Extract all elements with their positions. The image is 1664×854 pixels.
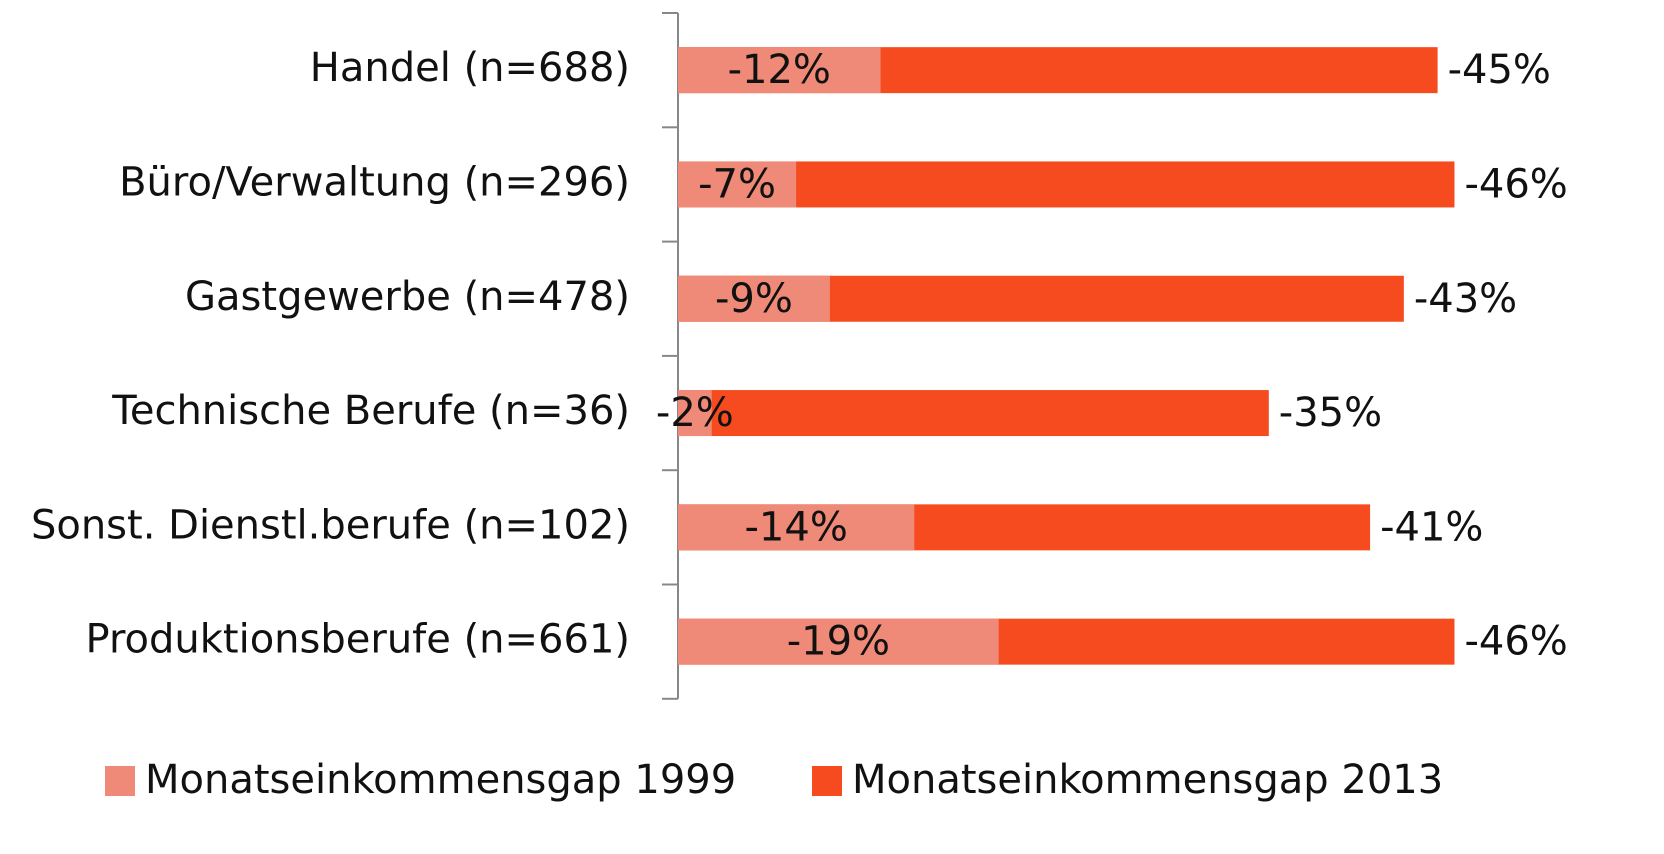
legend-swatch — [105, 766, 135, 796]
legend-label: Monatseinkommensgap 1999 — [145, 757, 736, 803]
category-label: Technische Berufe (n=36) — [111, 388, 630, 434]
bar — [678, 47, 881, 94]
data-label: -43% — [1414, 276, 1517, 322]
category-label: Handel (n=688) — [310, 45, 630, 91]
data-label: -7% — [698, 161, 776, 207]
data-label: -14% — [744, 504, 847, 550]
category-label: Produktionsberufe (n=661) — [86, 617, 630, 663]
data-label: -46% — [1464, 619, 1567, 665]
data-label: -2% — [656, 390, 734, 436]
category-label: Büro/Verwaltung (n=296) — [119, 159, 630, 205]
bar — [678, 390, 712, 437]
bar — [678, 161, 1455, 208]
category-label: Sonst. Dienstl.berufe (n=102) — [31, 502, 630, 548]
data-label: -35% — [1279, 390, 1382, 436]
legend-swatch — [812, 766, 842, 796]
data-label: -12% — [728, 47, 831, 93]
data-label: -41% — [1380, 504, 1483, 550]
data-label: -45% — [1448, 47, 1551, 93]
bar — [678, 161, 797, 208]
bar — [678, 504, 915, 551]
legend-label: Monatseinkommensgap 2013 — [852, 757, 1443, 803]
bar — [678, 618, 999, 665]
category-label: Gastgewerbe (n=478) — [185, 274, 630, 320]
data-label: -46% — [1464, 161, 1567, 207]
data-label: -9% — [715, 276, 793, 322]
bar — [678, 275, 830, 322]
data-label: -19% — [787, 619, 890, 665]
bar — [678, 390, 1269, 437]
